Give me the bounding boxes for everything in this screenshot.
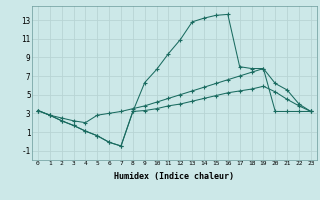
X-axis label: Humidex (Indice chaleur): Humidex (Indice chaleur) <box>115 172 234 181</box>
